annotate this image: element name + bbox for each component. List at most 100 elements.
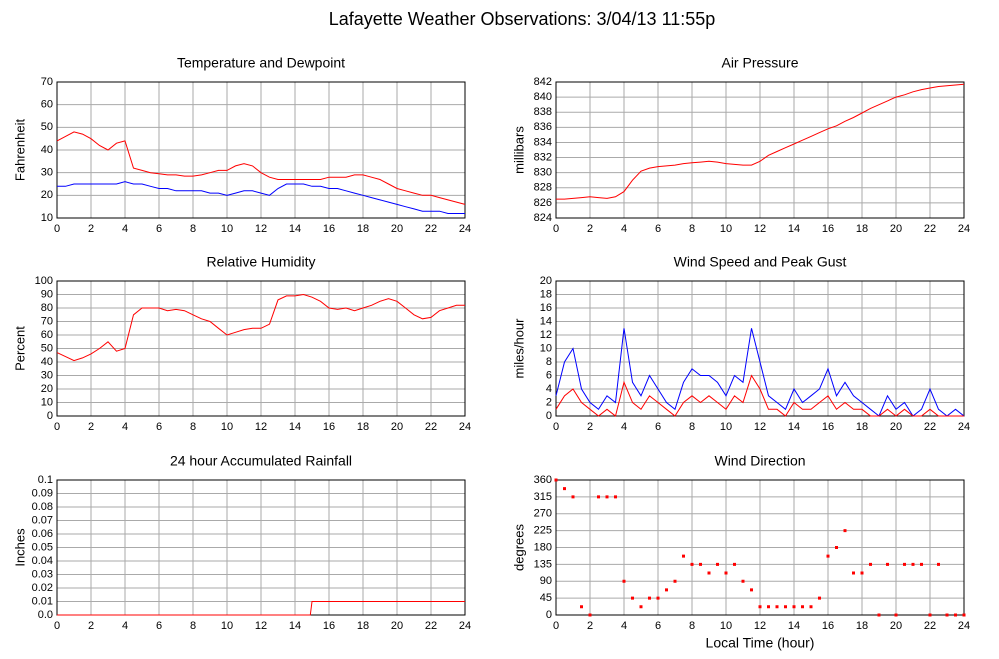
y-tick-label: 30: [41, 369, 53, 381]
data-line: [56, 131, 466, 205]
y-axis-label: degrees: [511, 524, 526, 571]
y-tick-label: 90: [540, 575, 552, 587]
y-tick-label: 60: [41, 329, 53, 341]
x-tick-label: 2: [587, 421, 593, 433]
data-point: [835, 546, 838, 549]
y-tick-label: 828: [534, 182, 552, 194]
y-tick-label: 50: [41, 342, 53, 354]
x-tick-label: 10: [720, 223, 732, 235]
y-tick-label: 830: [534, 167, 552, 179]
data-point: [733, 562, 736, 566]
y-tick-label: 0.05: [32, 541, 53, 553]
data-point: [767, 605, 770, 609]
x-tick-label: 8: [689, 223, 695, 235]
x-tick-label: 16: [323, 620, 335, 632]
y-tick-label: 2: [546, 396, 552, 408]
y-axis-label: Fahrenheit: [12, 119, 27, 182]
data-point: [614, 495, 617, 499]
chart-title: Relative Humidity: [207, 254, 316, 270]
y-axis-label: Inches: [12, 528, 27, 567]
data-point: [852, 571, 855, 575]
y-tick-label: 80: [41, 302, 53, 314]
x-tick-label: 14: [788, 223, 800, 235]
x-tick-label: 2: [88, 421, 94, 433]
y-tick-label: 4: [546, 383, 552, 395]
data-point: [750, 588, 753, 592]
y-tick-label: 60: [41, 99, 53, 111]
y-tick-label: 840: [534, 91, 552, 103]
x-tick-label: 8: [190, 620, 196, 632]
x-tick-label: 24: [958, 223, 970, 235]
x-tick-label: 14: [289, 223, 301, 235]
x-tick-label: 0: [553, 620, 559, 632]
y-tick-label: 14: [540, 315, 552, 327]
x-tick-label: 8: [689, 421, 695, 433]
x-tick-label: 20: [391, 223, 403, 235]
x-tick-label: 4: [621, 620, 627, 632]
x-tick-label: 6: [655, 421, 661, 433]
y-tick-label: 225: [534, 525, 552, 537]
data-line: [556, 83, 965, 200]
x-tick-label: 8: [689, 620, 695, 632]
chart-title: Wind Direction: [714, 453, 805, 469]
x-tick-label: 14: [788, 620, 800, 632]
x-tick-label: 20: [391, 421, 403, 433]
data-point: [648, 596, 651, 600]
chart-title: Temperature and Dewpoint: [177, 55, 345, 71]
y-axis-label: Percent: [12, 326, 27, 371]
x-tick-label: 4: [122, 620, 128, 632]
data-point: [920, 562, 923, 566]
data-point: [877, 613, 881, 617]
x-tick-label: 6: [156, 421, 162, 433]
x-axis-label: Local Time (hour): [706, 635, 815, 651]
chart-title: 24 hour Accumulated Rainfall: [170, 453, 352, 469]
x-tick-label: 16: [822, 620, 834, 632]
data-point: [554, 478, 558, 482]
data-point: [826, 554, 830, 558]
x-tick-label: 2: [587, 620, 593, 632]
y-tick-label: 0: [47, 410, 53, 422]
y-tick-label: 50: [41, 121, 53, 133]
x-tick-label: 0: [54, 620, 60, 632]
y-tick-label: 838: [534, 106, 552, 118]
plot-frame: [555, 280, 965, 417]
x-tick-label: 12: [255, 421, 267, 433]
y-tick-label: 0.1: [38, 474, 53, 486]
y-tick-label: 10: [540, 342, 552, 354]
x-tick-label: 22: [924, 421, 936, 433]
y-tick-label: 6: [546, 369, 552, 381]
y-tick-label: 180: [534, 541, 552, 553]
y-tick-label: 0.0: [38, 609, 53, 621]
x-tick-label: 4: [122, 223, 128, 235]
y-tick-label: 0.02: [32, 582, 53, 594]
y-tick-label: 20: [41, 383, 53, 395]
data-point: [954, 613, 957, 617]
x-tick-label: 2: [88, 223, 94, 235]
x-tick-label: 4: [621, 223, 627, 235]
plot-frame: [56, 81, 466, 219]
x-tick-label: 4: [621, 421, 627, 433]
y-tick-label: 70: [41, 315, 53, 327]
data-point: [665, 588, 668, 592]
x-tick-label: 10: [720, 620, 732, 632]
x-tick-label: 14: [289, 620, 301, 632]
y-tick-label: 0.01: [32, 595, 53, 607]
y-tick-label: 0.06: [32, 528, 53, 540]
x-tick-label: 22: [425, 620, 437, 632]
y-tick-label: 45: [540, 592, 552, 604]
data-point: [605, 495, 609, 499]
y-axis-label: millibars: [511, 126, 526, 174]
x-tick-label: 12: [754, 421, 766, 433]
x-tick-label: 0: [553, 421, 559, 433]
x-tick-label: 22: [924, 223, 936, 235]
y-tick-label: 135: [534, 558, 552, 570]
data-point: [894, 613, 898, 617]
x-tick-label: 16: [323, 223, 335, 235]
data-point: [945, 613, 949, 617]
y-tick-label: 0.08: [32, 501, 53, 513]
data-point: [801, 605, 804, 609]
x-tick-label: 8: [190, 421, 196, 433]
x-tick-label: 2: [587, 223, 593, 235]
y-tick-label: 0: [546, 410, 552, 422]
